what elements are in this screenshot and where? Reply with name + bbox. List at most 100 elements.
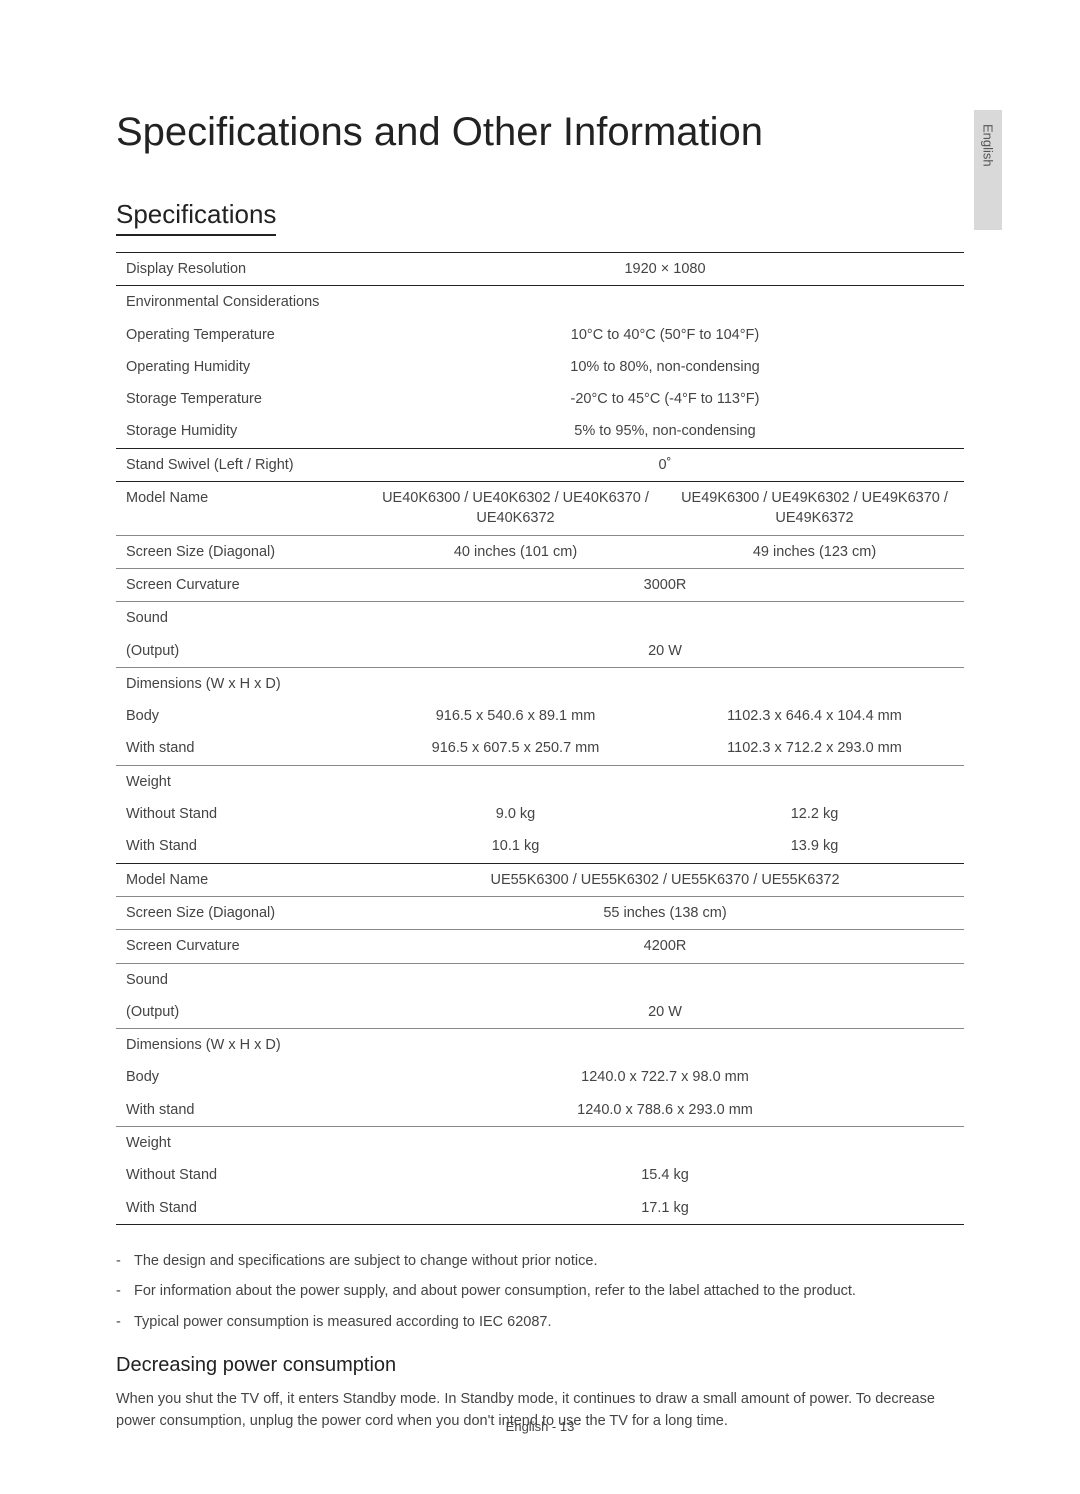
spec-label: Environmental Considerations <box>116 286 366 319</box>
table-row: Body1240.0 x 722.7 x 98.0 mm <box>116 1061 964 1093</box>
subsection-heading: Decreasing power consumption <box>116 1354 964 1377</box>
spec-value: 4200R <box>366 930 964 963</box>
spec-label: With Stand <box>116 1192 366 1225</box>
spec-value: 916.5 x 607.5 x 250.7 mm <box>366 732 665 765</box>
spec-value: 13.9 kg <box>665 830 964 863</box>
spec-value: 10°C to 40°C (50°F to 104°F) <box>366 319 964 351</box>
spec-label: Screen Size (Diagonal) <box>116 535 366 568</box>
spec-label: Display Resolution <box>116 253 366 286</box>
spec-label: Model Name <box>116 482 366 536</box>
notes-list: The design and specifications are subjec… <box>116 1251 964 1332</box>
spec-label: Weight <box>116 1127 366 1160</box>
table-row: Model NameUE55K6300 / UE55K6302 / UE55K6… <box>116 863 964 896</box>
table-row: With Stand10.1 kg13.9 kg <box>116 830 964 863</box>
table-row: Operating Humidity10% to 80%, non-conden… <box>116 351 964 383</box>
spec-value: UE49K6300 / UE49K6302 / UE49K6370 / UE49… <box>665 482 964 536</box>
table-row: Sound <box>116 602 964 635</box>
spec-value: 20 W <box>366 635 964 668</box>
spec-value: 15.4 kg <box>366 1159 964 1191</box>
table-row: Screen Curvature3000R <box>116 568 964 601</box>
spec-value <box>366 765 665 798</box>
spec-value: UE55K6300 / UE55K6302 / UE55K6370 / UE55… <box>366 863 964 896</box>
spec-value <box>665 765 964 798</box>
language-tab: English <box>974 110 1002 230</box>
spec-value: 10.1 kg <box>366 830 665 863</box>
table-row: Weight <box>116 765 964 798</box>
table-row: With stand916.5 x 607.5 x 250.7 mm1102.3… <box>116 732 964 765</box>
table-row: Screen Size (Diagonal)40 inches (101 cm)… <box>116 535 964 568</box>
spec-value: 55 inches (138 cm) <box>366 896 964 929</box>
spec-label: (Output) <box>116 996 366 1029</box>
spec-label: Screen Curvature <box>116 930 366 963</box>
table-row: Dimensions (W x H x D) <box>116 1029 964 1062</box>
spec-value <box>665 667 964 700</box>
spec-value <box>366 667 665 700</box>
section-heading: Specifications <box>116 199 276 236</box>
spec-value <box>366 963 964 996</box>
spec-value: -20°C to 45°C (-4°F to 113°F) <box>366 383 964 415</box>
table-row: Display Resolution1920 × 1080 <box>116 253 964 286</box>
spec-value: 49 inches (123 cm) <box>665 535 964 568</box>
spec-value: UE40K6300 / UE40K6302 / UE40K6370 / UE40… <box>366 482 665 536</box>
spec-value: 17.1 kg <box>366 1192 964 1225</box>
spec-label: Sound <box>116 602 366 635</box>
table-row: Dimensions (W x H x D) <box>116 667 964 700</box>
table-row: Screen Curvature4200R <box>116 930 964 963</box>
spec-label: With stand <box>116 1094 366 1127</box>
table-row: (Output)20 W <box>116 635 964 668</box>
spec-value: 1920 × 1080 <box>366 253 964 286</box>
spec-value: 0˚ <box>366 448 964 481</box>
spec-value: 1102.3 x 646.4 x 104.4 mm <box>665 700 964 732</box>
specifications-table: Display Resolution1920 × 1080Environment… <box>116 252 964 1225</box>
spec-label: Weight <box>116 765 366 798</box>
page-footer: English - 13 <box>0 1419 1080 1434</box>
spec-label: With Stand <box>116 830 366 863</box>
table-row: Stand Swivel (Left / Right)0˚ <box>116 448 964 481</box>
spec-label: Stand Swivel (Left / Right) <box>116 448 366 481</box>
table-row: (Output)20 W <box>116 996 964 1029</box>
spec-value: 1240.0 x 722.7 x 98.0 mm <box>366 1061 964 1093</box>
note-item: Typical power consumption is measured ac… <box>116 1312 964 1332</box>
table-row: Environmental Considerations <box>116 286 964 319</box>
spec-label: Without Stand <box>116 798 366 830</box>
spec-label: Dimensions (W x H x D) <box>116 667 366 700</box>
table-row: Body916.5 x 540.6 x 89.1 mm1102.3 x 646.… <box>116 700 964 732</box>
spec-value: 12.2 kg <box>665 798 964 830</box>
note-item: For information about the power supply, … <box>116 1281 964 1301</box>
spec-value: 20 W <box>366 996 964 1029</box>
spec-label: Screen Size (Diagonal) <box>116 896 366 929</box>
table-row: With stand1240.0 x 788.6 x 293.0 mm <box>116 1094 964 1127</box>
spec-label: Storage Humidity <box>116 415 366 448</box>
spec-value: 40 inches (101 cm) <box>366 535 665 568</box>
spec-label: With stand <box>116 732 366 765</box>
spec-value: 1240.0 x 788.6 x 293.0 mm <box>366 1094 964 1127</box>
spec-value: 9.0 kg <box>366 798 665 830</box>
spec-label: Without Stand <box>116 1159 366 1191</box>
table-row: Screen Size (Diagonal)55 inches (138 cm) <box>116 896 964 929</box>
spec-value: 10% to 80%, non-condensing <box>366 351 964 383</box>
table-row: Without Stand9.0 kg12.2 kg <box>116 798 964 830</box>
table-row: Sound <box>116 963 964 996</box>
spec-value <box>366 286 964 319</box>
spec-value: 916.5 x 540.6 x 89.1 mm <box>366 700 665 732</box>
spec-label: Body <box>116 700 366 732</box>
table-row: Storage Temperature-20°C to 45°C (-4°F t… <box>116 383 964 415</box>
table-row: Model NameUE40K6300 / UE40K6302 / UE40K6… <box>116 482 964 536</box>
spec-label: Dimensions (W x H x D) <box>116 1029 366 1062</box>
table-row: Operating Temperature10°C to 40°C (50°F … <box>116 319 964 351</box>
spec-value: 1102.3 x 712.2 x 293.0 mm <box>665 732 964 765</box>
spec-label: Screen Curvature <box>116 568 366 601</box>
spec-value: 5% to 95%, non-condensing <box>366 415 964 448</box>
table-row: Weight <box>116 1127 964 1160</box>
spec-label: Model Name <box>116 863 366 896</box>
spec-label: Operating Humidity <box>116 351 366 383</box>
table-row: With Stand17.1 kg <box>116 1192 964 1225</box>
page-content: Specifications and Other Information Spe… <box>0 0 1080 1432</box>
spec-value <box>366 602 964 635</box>
spec-value <box>366 1029 964 1062</box>
table-row: Without Stand15.4 kg <box>116 1159 964 1191</box>
spec-label: Sound <box>116 963 366 996</box>
table-row: Storage Humidity5% to 95%, non-condensin… <box>116 415 964 448</box>
language-tab-label: English <box>981 124 996 167</box>
spec-value: 3000R <box>366 568 964 601</box>
